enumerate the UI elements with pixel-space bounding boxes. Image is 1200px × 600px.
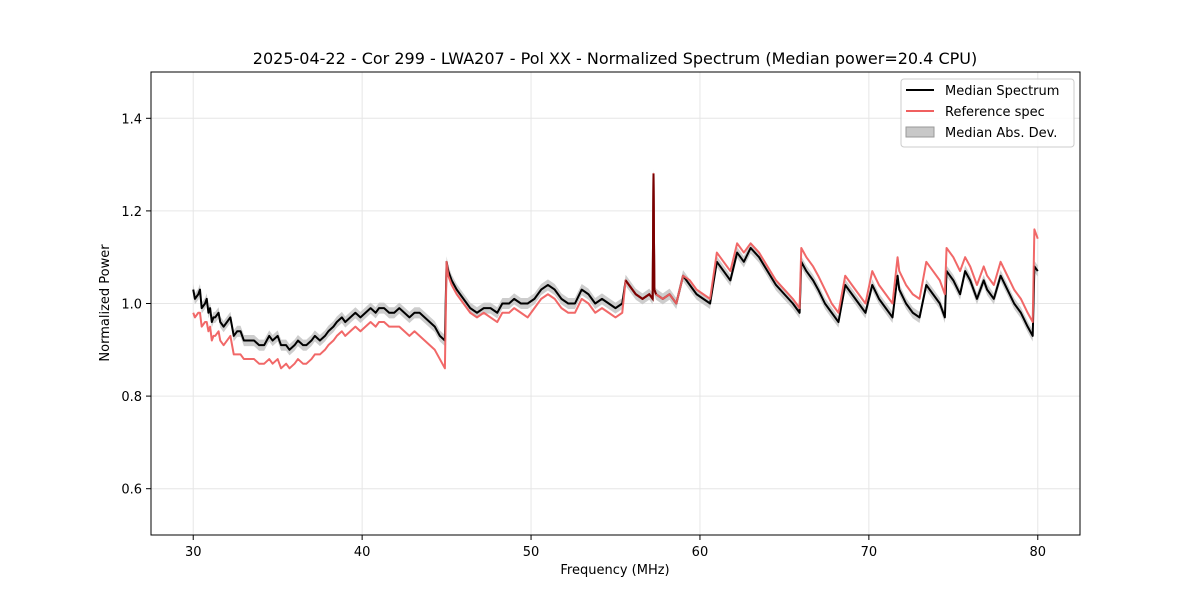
x-tick-label: 60: [692, 545, 709, 560]
chart-title: 2025-04-22 - Cor 299 - LWA207 - Pol XX -…: [253, 49, 977, 68]
x-tick-label: 40: [354, 545, 371, 560]
legend-reference-label: Reference spec: [945, 105, 1045, 120]
y-axis-label: Normalized Power: [98, 244, 113, 362]
x-tick-label: 70: [861, 545, 878, 560]
mad-band: [193, 168, 1038, 356]
series-layer: [192, 172, 1039, 370]
median-spectrum-line: [192, 172, 1039, 351]
x-axis-label: Frequency (MHz): [560, 563, 669, 578]
y-tick-label: 0.6: [121, 483, 142, 498]
legend-mad-swatch: [905, 126, 935, 138]
legend-box: [900, 78, 1075, 148]
legend: Median Spectrum Reference spec Median Ab…: [900, 78, 1075, 148]
overlap-segment-line: [624, 173, 657, 302]
y-tick-label: 1.0: [121, 298, 142, 313]
legend-mad-label: Median Abs. Dev.: [945, 126, 1057, 141]
x-tick-label: 30: [185, 545, 202, 560]
y-tick-label: 1.2: [121, 205, 142, 220]
reference-spectrum-line: [192, 172, 1039, 370]
y-axis-ticks: 0.6 0.8 1.0 1.2 1.4: [121, 112, 151, 498]
y-tick-label: 1.4: [121, 112, 142, 127]
y-tick-label: 0.8: [121, 390, 142, 405]
legend-median-label: Median Spectrum: [945, 84, 1059, 99]
x-axis-ticks: 30 40 50 60 70 80: [185, 535, 1046, 560]
x-tick-label: 50: [523, 545, 540, 560]
x-tick-label: 80: [1029, 545, 1046, 560]
mad-band-layer: [193, 168, 1038, 356]
